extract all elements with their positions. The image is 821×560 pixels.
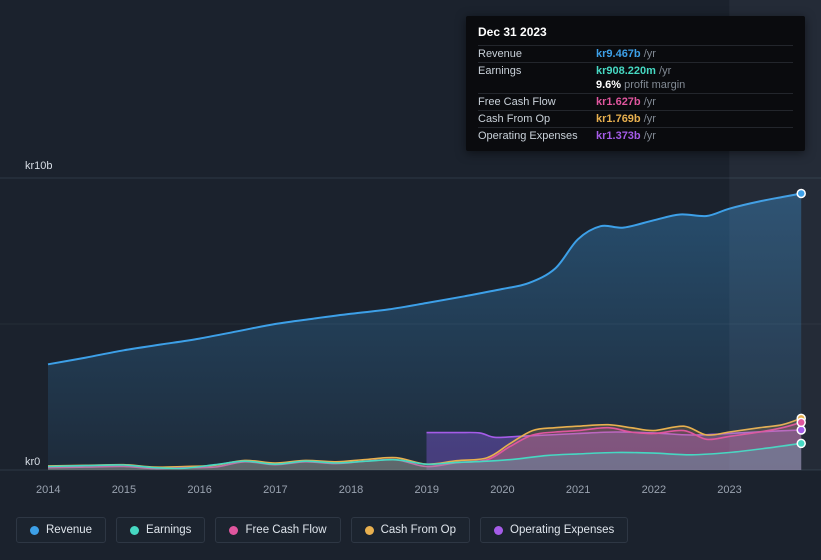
legend-item-operating-expenses[interactable]: Operating Expenses — [480, 517, 629, 543]
x-axis-label-2020: 2020 — [490, 484, 515, 496]
tooltip-row-value: kr1.373b /yr — [596, 130, 656, 142]
x-axis-label-2017: 2017 — [263, 484, 288, 496]
x-axis-label-2018: 2018 — [338, 484, 364, 496]
x-axis-label-2019: 2019 — [414, 484, 439, 496]
legend-dot-icon — [30, 525, 39, 535]
series-line-revenue — [47, 192, 802, 366]
x-axis-label-2014: 2014 — [36, 484, 61, 496]
legend-item-label: Free Cash Flow — [245, 524, 327, 536]
legend-dot-icon — [130, 525, 140, 535]
legend-dot-icon — [229, 525, 239, 535]
tooltip-row-label: Operating Expenses — [478, 130, 578, 142]
chart-plot-area[interactable] — [0, 0, 821, 478]
series-marker-free-cash-flow — [796, 417, 806, 428]
tooltip-profit-margin-row: 9.6% profit margin — [478, 79, 793, 93]
legend-item-free-cash-flow[interactable]: Free Cash Flow — [215, 517, 341, 543]
tooltip-row-value: kr1.627b /yr — [596, 96, 656, 108]
legend: Revenue Earnings Free Cash Flow Cash From O… — [16, 517, 629, 543]
tooltip-row-label: Cash From Op — [478, 113, 551, 125]
x-axis-label-2016: 2016 — [187, 484, 212, 496]
tooltip-row-value: kr908.220m /yr — [596, 65, 672, 77]
tooltip-date-title: Dec 31 2023 — [478, 25, 547, 39]
tooltip-row-free-cash-flow: Free Cash Flow kr1.627b /yr — [478, 93, 793, 110]
legend-item-label: Operating Expenses — [510, 524, 615, 536]
x-axis-label-2015: 2015 — [111, 484, 137, 496]
legend-item-label: Cash From Op — [380, 524, 457, 536]
tooltip-row-earnings: Earnings kr908.220m /yr — [478, 62, 793, 79]
tooltip: Dec 31 2023 Revenue kr9.467b /yr Earnings k… — [466, 16, 805, 151]
legend-item-cash-from-op[interactable]: Cash From Op — [350, 517, 471, 543]
series-line-operating-expenses — [426, 429, 802, 439]
legend-dot-icon — [494, 525, 504, 535]
legend-item-label: Revenue — [46, 524, 93, 536]
series-marker-revenue — [796, 188, 806, 199]
x-axis: 2014 2015 2016 2017 2018 2019 2020 2021 2022 2023 — [0, 484, 821, 500]
legend-dot-icon — [364, 525, 374, 535]
series-marker-operating-expenses — [796, 425, 806, 435]
x-axis-label-2023: 2023 — [717, 484, 742, 496]
legend-item-revenue[interactable]: Revenue — [16, 517, 107, 543]
tooltip-row-value: kr9.467b /yr — [596, 48, 656, 60]
tooltip-row-label: Free Cash Flow — [478, 96, 556, 108]
x-axis-label-2022: 2022 — [641, 484, 667, 496]
tooltip-row-value: 9.6% profit margin — [596, 79, 686, 91]
y-axis-label-max: kr10b — [25, 160, 53, 172]
series-area-cash-from-op — [48, 418, 802, 470]
tooltip-row-revenue: Revenue kr9.467b /yr — [478, 45, 793, 62]
tooltip-row-label: Earnings — [478, 65, 522, 77]
series-area-earnings — [48, 443, 802, 470]
y-axis-label-min: kr0 — [25, 456, 41, 468]
legend-item-label: Earnings — [146, 524, 192, 536]
tooltip-row-operating-expenses: Operating Expenses kr1.373b /yr — [478, 127, 793, 144]
series-marker-earnings — [796, 438, 806, 449]
series-line-earnings — [47, 442, 802, 470]
x-axis-label-2021: 2021 — [565, 484, 591, 496]
tooltip-row-label: Revenue — [478, 48, 523, 60]
series-area-revenue — [48, 193, 802, 470]
series-area-free-cash-flow — [48, 422, 802, 470]
legend-item-earnings[interactable]: Earnings — [116, 517, 206, 543]
tooltip-row-value: kr1.769b /yr — [596, 113, 656, 125]
tooltip-row-cash-from-op: Cash From Op kr1.769b /yr — [478, 110, 793, 127]
